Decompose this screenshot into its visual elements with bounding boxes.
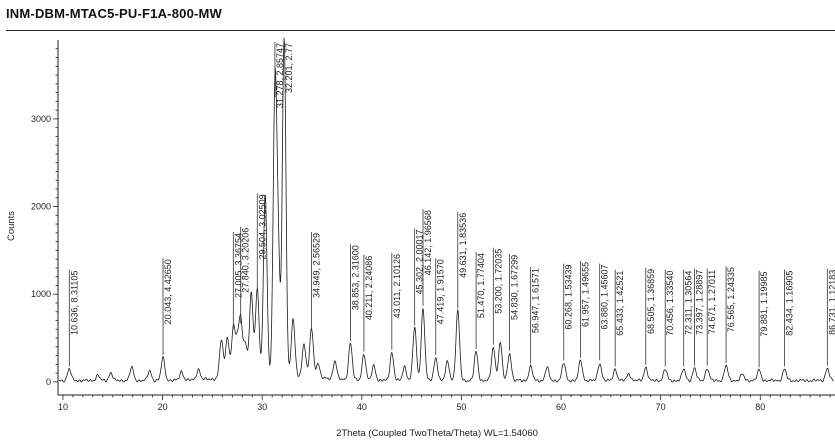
peak-label: 82.434, 1.16905 <box>785 271 795 336</box>
peak-label: 61.957, 1.49655 <box>581 262 591 327</box>
peak-label: 86.731, 1.12183 <box>827 270 835 335</box>
x-tick-label: 20 <box>158 402 168 412</box>
peak-label: 38.853, 2.31600 <box>350 245 360 310</box>
y-tick-label: 1000 <box>31 289 51 299</box>
peak-label: 63.880, 1.45607 <box>600 265 610 330</box>
x-tick-label: 80 <box>755 402 765 412</box>
peak-label: 56.947, 1.61571 <box>531 268 541 333</box>
y-tick-label: 0 <box>46 377 51 387</box>
peak-label: 51.470, 1.77404 <box>476 253 486 318</box>
x-axis-title: 2Theta (Coupled TwoTheta/Theta) WL=1.540… <box>336 428 538 439</box>
peak-label: 68.505, 1.36859 <box>646 269 656 334</box>
peak-label: 27.005, 3.36754 <box>233 233 243 298</box>
x-tick-label: 40 <box>357 402 367 412</box>
diffraction-pattern-line <box>58 37 834 383</box>
chart-axes <box>57 40 835 396</box>
title-divider <box>6 30 835 31</box>
y-tick-label: 2000 <box>31 202 51 212</box>
peak-label: 10.636, 8.31105 <box>69 271 79 335</box>
x-tick-label: 70 <box>656 402 666 412</box>
y-axis-ticks: 0 1000 2000 3000 <box>31 48 58 387</box>
peak-label: 65.433, 1.42521 <box>615 271 625 336</box>
chart-title: INM-DBM-MTAC5-PU-F1A-800-MW <box>6 6 223 21</box>
peak-label: 60.268, 1.53439 <box>564 265 574 330</box>
x-axis-ticks: 10 20 30 40 50 60 70 80 <box>58 395 831 412</box>
peak-label: 27.840, 3.20206 <box>241 228 251 293</box>
peak-label: 40.211, 2.24086 <box>364 256 374 320</box>
y-axis-title: Counts <box>6 211 17 241</box>
peak-label: 20.043, 4.42650 <box>163 259 173 324</box>
peak-label: 76.565, 1.24335 <box>726 267 736 332</box>
peak-label: 70.456, 1.33540 <box>665 271 675 336</box>
peak-label: 53.200, 1.72035 <box>493 249 503 314</box>
peak-label: 32.201, 2.77 <box>284 43 294 93</box>
x-tick-label: 10 <box>58 402 68 412</box>
peak-label: 79.881, 1.19985 <box>759 272 769 337</box>
peak-label: 34.949, 2.56529 <box>312 233 322 298</box>
x-tick-label: 30 <box>257 402 267 412</box>
y-tick-label: 3000 <box>31 114 51 124</box>
peak-label: 54.830, 1.67299 <box>510 255 520 320</box>
peak-label: 72.311, 1.30564 <box>684 271 694 335</box>
peak-label: 47.419, 1.91570 <box>436 259 446 324</box>
x-tick-label: 50 <box>456 402 466 412</box>
peak-label: 45.302, 2.00017 <box>415 229 425 294</box>
peak-label: 74.671, 1.27011 <box>707 270 717 334</box>
peak-label: 73.397, 1.28897 <box>695 270 705 335</box>
x-tick-label: 60 <box>556 402 566 412</box>
peak-label: 29.504, 3.02509 <box>257 194 267 259</box>
peak-label: 49.631, 1.83536 <box>458 213 468 278</box>
peak-label: 43.011, 2.10126 <box>392 254 402 318</box>
peak-markers: 10.636, 8.31105 20.043, 4.42650 27.005, 3.… <box>68 40 835 368</box>
peak-label: 31.278, 2.85747 <box>275 43 285 108</box>
peak-label: 46.142, 1.96568 <box>423 210 433 275</box>
